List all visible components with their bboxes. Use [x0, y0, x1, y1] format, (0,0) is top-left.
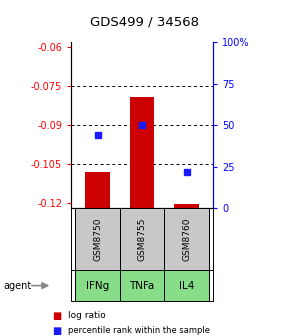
Text: agent: agent — [3, 281, 31, 291]
Bar — [75, 208, 120, 270]
Text: log ratio: log ratio — [68, 311, 106, 320]
Text: ■: ■ — [52, 311, 61, 321]
Bar — [86, 172, 110, 208]
Text: GSM8760: GSM8760 — [182, 218, 191, 261]
Text: GSM8755: GSM8755 — [137, 218, 147, 261]
Text: percentile rank within the sample: percentile rank within the sample — [68, 327, 210, 335]
Bar — [164, 208, 209, 270]
Text: ■: ■ — [52, 326, 61, 336]
Text: GDS499 / 34568: GDS499 / 34568 — [90, 15, 200, 28]
Text: IFNg: IFNg — [86, 281, 109, 291]
Bar — [75, 270, 120, 301]
Text: TNFa: TNFa — [129, 281, 155, 291]
Text: GSM8750: GSM8750 — [93, 218, 102, 261]
Bar — [174, 204, 199, 208]
Bar — [164, 270, 209, 301]
Bar — [120, 208, 164, 270]
Text: IL4: IL4 — [179, 281, 194, 291]
Bar — [130, 96, 154, 208]
Bar — [120, 270, 164, 301]
